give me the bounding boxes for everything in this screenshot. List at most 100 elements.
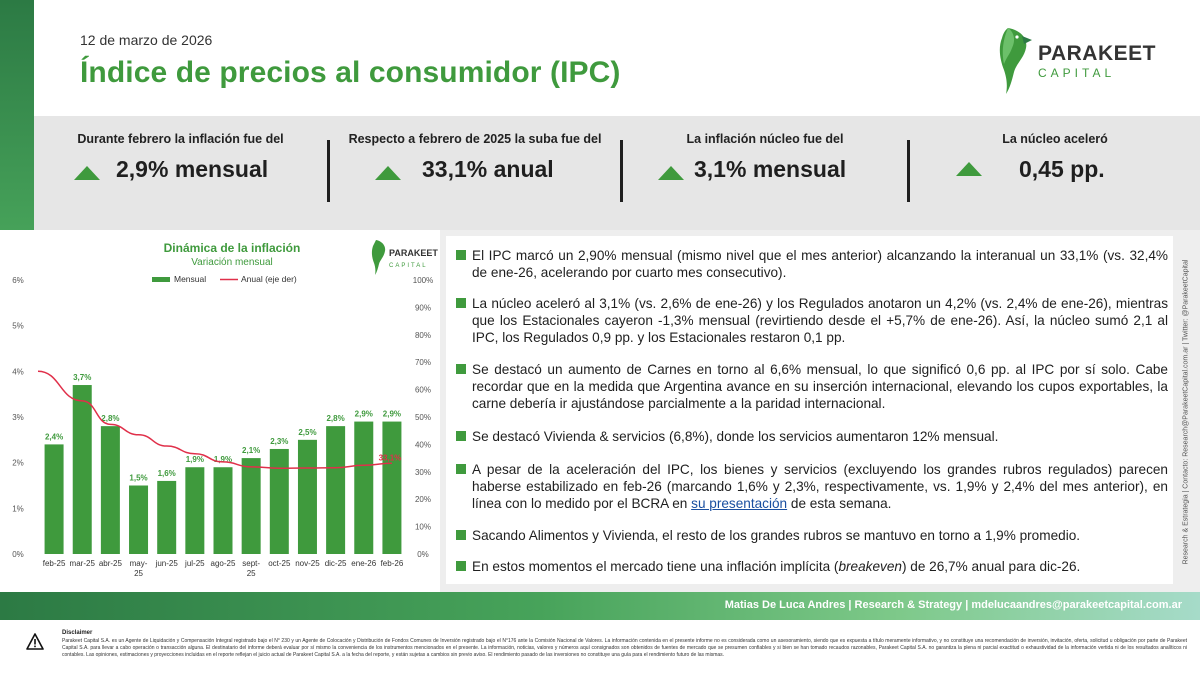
bar-mensual [185,467,205,554]
kpi-band: Durante febrero la inflación fue del 2,9… [34,116,1200,230]
left-axis-tick-label: 5% [12,322,24,331]
disclaimer: Disclaimer Parakeet Capital S.A. es un A… [0,620,1200,675]
bullet-square-icon [456,250,466,260]
kpi-divider [907,140,910,202]
right-axis-tick-label: 60% [415,386,431,395]
side-contact-note: Research & Estrategia | Contacto: Resear… [1178,234,1194,590]
bullet-item: La núcleo aceleró al 3,1% (vs. 2,6% de e… [456,295,1168,346]
chart-panel: Dinámica de la inflación Variación mensua… [0,230,440,592]
bullet-square-icon [456,464,466,474]
up-arrow-icon [658,166,684,180]
x-axis-tick-label: jul-25 [184,559,205,568]
bar-mensual [129,485,149,554]
warning-icon [26,633,44,650]
bar-data-label: 2,5% [298,428,316,437]
bar-mensual [72,385,92,554]
bullet-item: Sacando Alimentos y Vivienda, el resto d… [456,527,1168,544]
parakeet-logo: PARAKEET CAPITAL [988,24,1155,96]
right-axis-tick-label: 40% [415,440,431,449]
bullet-item: El IPC marcó un 2,90% mensual (mismo niv… [456,247,1168,281]
bullet-text-after: de esta semana. [787,496,892,511]
kpi-value: 2,9% mensual [116,156,269,182]
presentation-link[interactable]: su presentación [691,496,788,511]
line-end-label: 33,1% [379,453,402,462]
bar-data-label: 2,8% [101,414,119,423]
bullet-square-icon [456,530,466,540]
right-axis-tick-label: 80% [415,331,431,340]
kpi-annual-inflation: Respecto a febrero de 2025 la suba fue d… [330,116,620,230]
bar-data-label: 1,5% [129,474,147,483]
x-axis-tick-label: may- [130,559,148,568]
chart-logo-subwordmark: CAPITAL [389,263,428,269]
parakeet-bird-icon [999,28,1032,94]
x-axis-tick-label: sept- [242,559,260,568]
x-axis-tick-label: dic-25 [325,559,347,568]
disclaimer-title: Disclaimer [62,630,93,636]
page-title: Índice de precios al consumidor (IPC) [80,56,621,89]
bar-data-label: 2,4% [45,432,63,441]
right-axis-tick-label: 20% [415,495,431,504]
x-axis-tick-label: ago-25 [211,559,236,568]
bar-mensual [269,448,289,554]
bar-mensual [354,421,374,554]
right-axis-tick-label: 50% [415,413,431,422]
chart-subtitle: Variación mensual [191,257,273,268]
header: 12 de marzo de 2026 Índice de precios al… [34,0,1200,116]
left-axis-tick-label: 2% [12,459,24,468]
bar-data-label: 2,3% [270,437,288,446]
kpi-label: Durante febrero la inflación fue del [77,132,284,146]
bullet-text: En estos momentos el mercado tiene una i… [456,558,1168,575]
kpi-value: 0,45 pp. [1019,156,1105,182]
bullet-text-before: En estos momentos el mercado tiene una i… [472,559,839,574]
kpi-label: La inflación núcleo fue del [686,132,844,146]
right-axis-tick-label: 70% [415,358,431,367]
content-area: Dinámica de la inflación Variación mensua… [0,230,1200,592]
footer-band: Matias De Luca Andres | Research & Strat… [0,592,1200,620]
bullet-text-before: A pesar de la aceleración del IPC, los b… [472,462,1168,511]
kpi-core-inflation: La inflación núcleo fue del 3,1% mensual [623,116,907,230]
logo-wordmark: PARAKEET [1038,42,1156,65]
bar-mensual [241,458,261,554]
kpi-value: 3,1% mensual [694,156,847,182]
side-contact-text: Research & Estrategia | Contacto: Resear… [1182,259,1190,565]
bar-mensual [100,426,120,554]
bullet-emphasis: breakeven [838,559,902,574]
bar-mensual [157,480,177,554]
bullet-text: El IPC marcó un 2,90% mensual (mismo niv… [472,248,1168,280]
up-arrow-icon [375,166,401,180]
right-axis-tick-label: 30% [415,468,431,477]
line-anual [37,370,392,469]
bullet-square-icon [456,431,466,441]
logo-subwordmark: CAPITAL [1038,66,1116,80]
x-axis-tick-label: mar-25 [70,559,96,568]
left-axis-tick-label: 1% [12,504,24,513]
up-arrow-icon [74,166,100,180]
kpi-divider [327,140,330,202]
bar-mensual [44,444,64,554]
bullet-text-after: ) de 26,7% anual para dic-26. [901,559,1081,574]
right-axis-tick-label: 100% [413,276,433,285]
x-axis-tick-label: ene-26 [351,559,376,568]
x-axis-tick-label: jun-25 [155,559,179,568]
bullet-square-icon [456,364,466,374]
bullet-item: Se destacó un aumento de Carnes en torno… [456,361,1168,412]
right-axis-tick-label: 0% [417,550,429,559]
kpi-monthly-inflation: Durante febrero la inflación fue del 2,9… [34,116,327,230]
bar-mensual [213,467,233,554]
kpi-label: La núcleo aceleró [1002,132,1108,146]
bar-mensual [297,439,317,554]
x-axis-tick-label: abr-25 [99,559,123,568]
kpi-divider [620,140,623,202]
chart-title: Dinámica de la inflación [164,241,301,255]
bullet-item: Se destacó Vivienda & servicios (6,8%), … [456,428,1168,445]
bullet-text: La núcleo aceleró al 3,1% (vs. 2,6% de e… [472,296,1168,345]
left-axis-tick-label: 0% [12,550,24,559]
kpi-value: 33,1% anual [422,156,554,182]
up-arrow-icon [956,162,982,176]
bullet-square-icon [456,298,466,308]
x-axis-tick-label: nov-25 [295,559,320,568]
bar-data-label: 2,9% [355,410,373,419]
left-axis-tick-label: 6% [12,276,24,285]
bullet-text: A pesar de la aceleración del IPC, los b… [456,461,1168,512]
bullet-text: Se destacó Vivienda & servicios (6,8%), … [472,429,999,444]
